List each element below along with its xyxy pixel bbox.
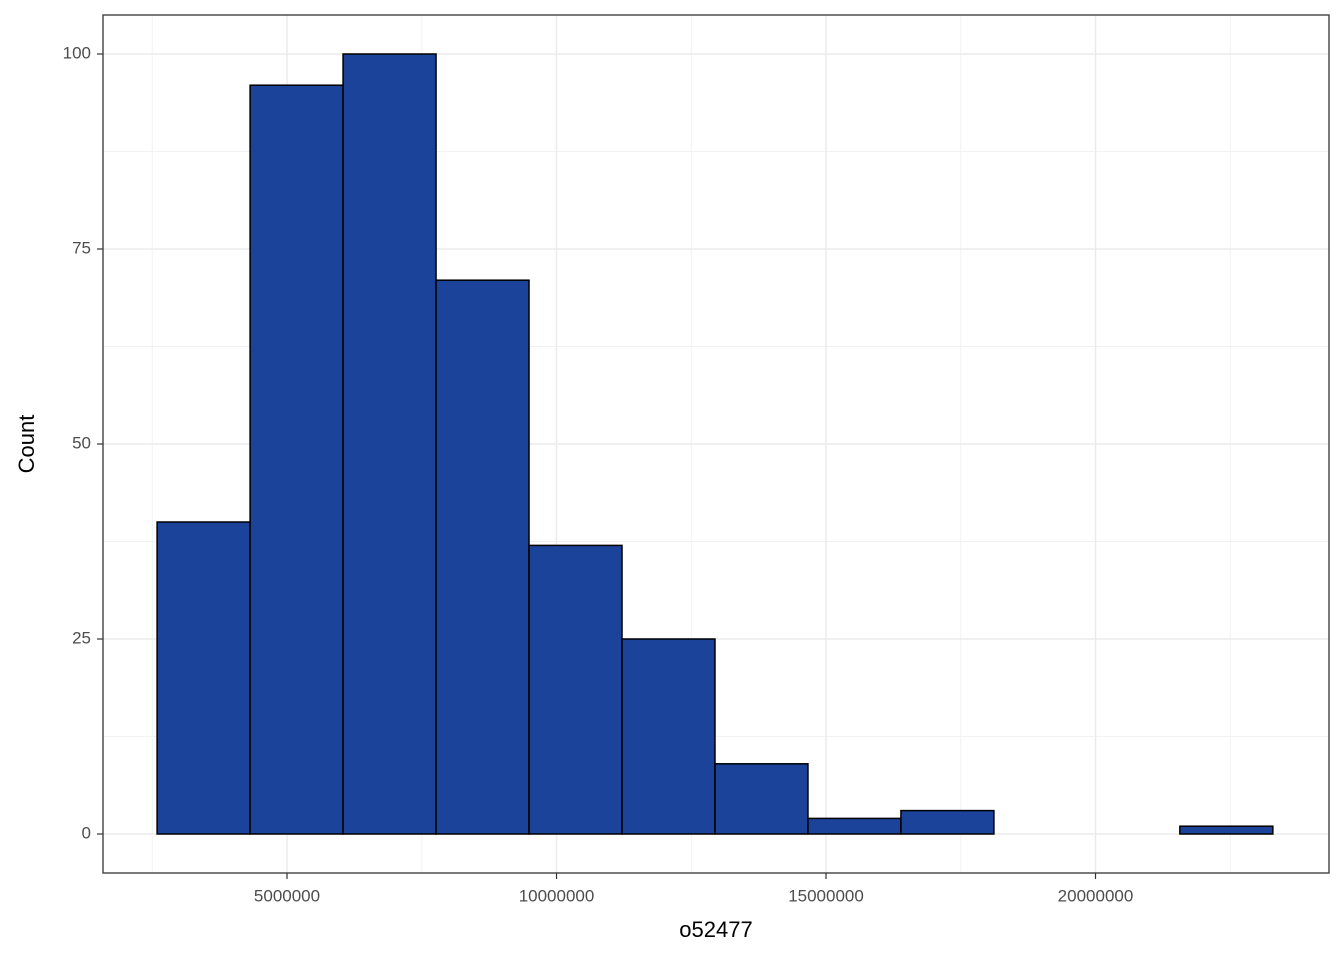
x-axis-title: o52477	[679, 917, 752, 942]
bar	[435, 279, 530, 835]
x-tick-label: 5000000	[254, 886, 320, 905]
bar	[342, 53, 437, 835]
bar	[807, 817, 902, 835]
bar	[249, 84, 344, 835]
bar	[156, 521, 251, 835]
bar	[528, 544, 623, 835]
panel-border	[102, 14, 1330, 874]
y-tick-label: 25	[72, 628, 91, 647]
x-tick-label: 10000000	[519, 886, 595, 905]
x-tick-label: 20000000	[1058, 886, 1134, 905]
y-tick-label: 100	[63, 43, 91, 62]
bar	[900, 809, 995, 835]
y-tick-label: 0	[82, 823, 91, 842]
bar	[1179, 825, 1274, 835]
y-tick-label: 50	[72, 433, 91, 452]
bar	[714, 763, 809, 835]
bar	[621, 638, 716, 835]
x-tick-label: 15000000	[788, 886, 864, 905]
y-axis-title: Count	[14, 415, 39, 474]
y-tick-label: 75	[72, 238, 91, 257]
